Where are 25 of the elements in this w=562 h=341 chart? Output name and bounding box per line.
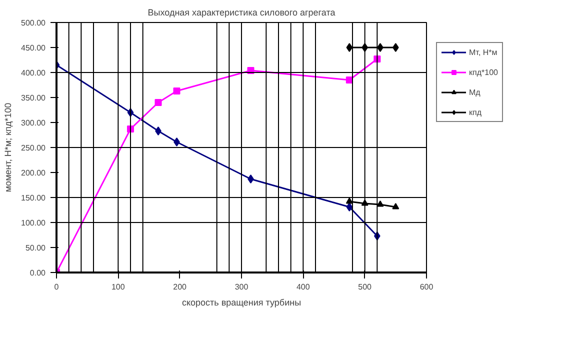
chart-title: Выходная характеристика силового агрегата [148, 8, 336, 18]
y-tick-label: 450.00 [21, 44, 46, 52]
x-tick-label: 100 [111, 282, 126, 292]
y-tick-label: 300.00 [21, 118, 46, 128]
legend-label: кпд [469, 107, 482, 117]
y-tick-label: 100.00 [21, 218, 46, 228]
legend-label: Мд [469, 87, 482, 97]
y-tick-label: 50.00 [25, 244, 46, 252]
x-tick-label: 500 [358, 282, 372, 292]
legend-label: Мт, Н*м [469, 47, 498, 57]
y-tick-label: 0.00 [30, 268, 46, 278]
y-tick-label: 350.00 [21, 94, 46, 102]
x-tick-label: 300 [234, 282, 249, 292]
x-tick-label: 0 [54, 282, 60, 292]
y-tick-label: 150.00 [21, 194, 46, 202]
x-tick-label: 400 [296, 282, 310, 292]
x-axis-title: скорость вращения турбины [182, 298, 302, 308]
y-axis-title: момент, Н*м; кпд*100 [3, 102, 14, 192]
x-tick-label: 600 [420, 282, 434, 292]
y-tick-label: 500.00 [21, 18, 46, 28]
y-tick-label: 200.00 [21, 168, 46, 178]
y-tick-label: 400.00 [21, 68, 46, 78]
y-tick-label: 250.00 [21, 144, 46, 152]
legend-label: кпд*100 [469, 67, 498, 77]
x-tick-label: 200 [173, 282, 188, 292]
